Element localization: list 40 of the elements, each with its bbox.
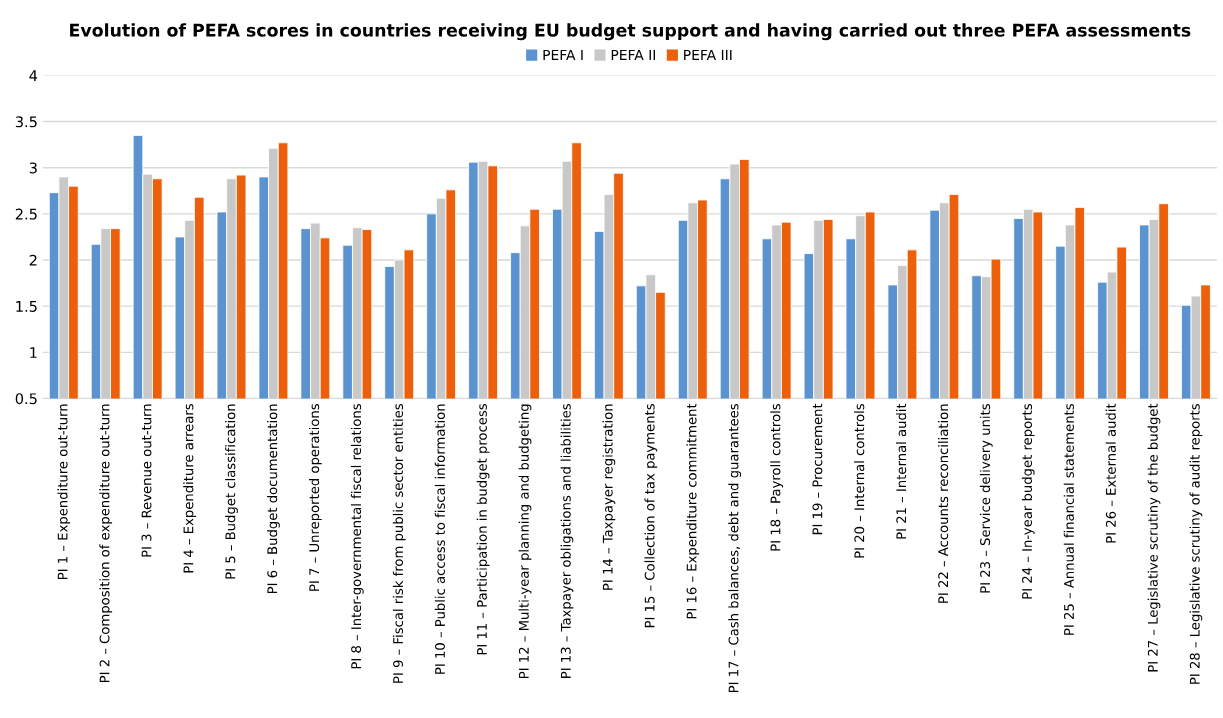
x-tick-label: PI 15 – Collection of tax payments [644,403,658,628]
x-tick-label: PI 28 – Legislative scrutiny of audit reports [1189,403,1203,684]
x-tick-label: PI 17 – Cash balances, debt and guarantees [728,403,742,693]
y-tick-label: 3.5 [15,116,37,128]
x-tick-label: PI 16 – Expenditure commitment [686,403,700,619]
y-tick-label: 1 [30,347,37,358]
x-tick-label: PI 13 – Taxpayer obligations and liabilities [560,404,574,678]
x-tick-label: PI 3 – Revenue out-turn [141,404,152,557]
x-tick-label: PI 25 – Annual financial statements [1063,403,1074,635]
x-tick-label: PI 23 – Service delivery units [979,404,993,593]
x-tick-label: PI 27 – Legislative scrutiny of the budget [1147,403,1161,672]
x-tick-label: PI 24 – In-year budget reports [1021,404,1035,599]
x-tick-label: PI 21 – Internal audit [896,403,907,539]
x-tick-label: PI 7 – Unreported operations [308,404,322,591]
x-tick-label: PI 14 – Taxpayer registration [602,404,616,590]
y-tick-label: 2.5 [15,208,37,220]
legend-label: PEFA II [611,49,656,60]
x-tick-label: PI 6 – Budget documentation [267,404,280,594]
x-tick-label: PI 22 – Accounts reconciliation [937,404,949,603]
x-tick-label: PI 5 – Budget classification [225,404,238,579]
legend-label: PEFA III [684,49,732,60]
x-tick-label: PI 12 – Multi-year planning and budgeting [518,404,532,678]
x-tick-label: PI 11 – Participation in budget process [476,403,490,655]
x-tick-label: PI 10 – Public access to fiscal information [434,404,445,674]
chart-title: Evolution of PEFA scores in countries receiving EU budget support and having carried out three PEFA assessments [70,23,1191,41]
x-tick-label: PI 19 – Procurement [812,403,823,535]
y-tick-label: 4 [29,70,38,81]
x-tick-label: PI 9 – Fiscal risk from public sector entities [392,403,406,683]
x-tick-label: PI 26 – External audit [1105,403,1116,543]
x-tick-label: PI 18 – Payroll controls [770,403,783,551]
x-tick-label: PI 2 – Composition of expenditure out-turn [99,404,113,683]
x-tick-label: PI 8 – Inter-governmental fiscal relations [350,403,364,669]
y-tick-label: 2 [29,254,37,266]
y-tick-label: 0.5 [15,393,37,405]
x-tick-label: PI 1 – Expenditure out-turn [57,404,71,579]
y-tick-label: 1.5 [16,301,37,312]
y-tick-label: 3 [29,162,37,174]
x-tick-label: PI 4 – Expenditure arrears [183,403,196,573]
legend-label: PEFA I [543,49,583,60]
x-tick-label: PI 20 – Internal controls [854,403,865,558]
